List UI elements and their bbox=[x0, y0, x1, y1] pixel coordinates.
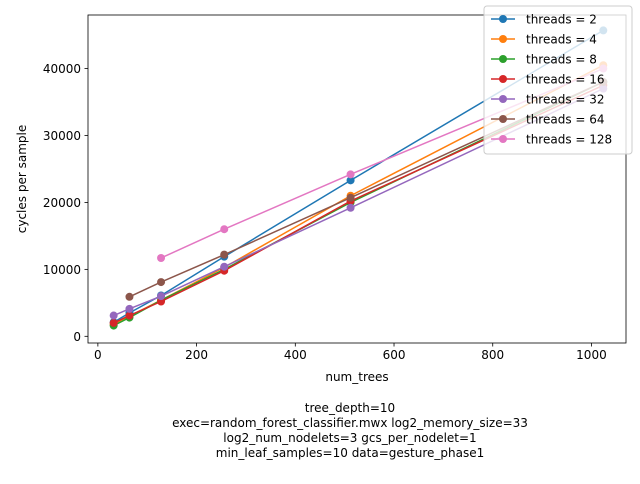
y-tick-label: 40000 bbox=[43, 62, 81, 76]
data-point bbox=[157, 292, 166, 301]
legend-item: threads = 4 bbox=[491, 33, 597, 47]
data-point bbox=[109, 311, 118, 320]
data-point bbox=[125, 292, 134, 301]
legend-item: threads = 16 bbox=[491, 73, 605, 87]
legend-item: threads = 64 bbox=[491, 113, 605, 127]
legend-marker bbox=[499, 55, 507, 63]
data-point bbox=[157, 253, 166, 262]
legend-marker bbox=[499, 115, 507, 123]
data-point bbox=[109, 318, 118, 327]
data-point bbox=[220, 250, 229, 259]
legend-box bbox=[483, 5, 633, 155]
data-point bbox=[220, 262, 229, 271]
x-tick-label: 1000 bbox=[576, 348, 607, 362]
legend-label: threads = 128 bbox=[526, 133, 612, 147]
x-tick-label: 800 bbox=[481, 348, 504, 362]
x-axis-label: num_trees bbox=[325, 370, 388, 384]
y-tick-label: 30000 bbox=[43, 129, 81, 143]
caption-line-1: tree_depth=10 bbox=[304, 401, 396, 415]
plot-frame bbox=[87, 14, 627, 344]
x-tick-label: 200 bbox=[185, 348, 208, 362]
legend: threads = 2 threads = 4 threads = 8 threads… bbox=[483, 5, 633, 155]
data-point bbox=[157, 278, 166, 287]
x-tick-label: 0 bbox=[94, 348, 102, 362]
data-point bbox=[125, 311, 134, 320]
caption-line-3: log2_num_nodelets=3 gcs_per_nodelet=1 bbox=[223, 431, 477, 445]
data-point bbox=[346, 203, 355, 212]
legend-item: threads = 2 bbox=[491, 13, 597, 27]
caption-line-4: min_leaf_samples=10 data=gesture_phase1 bbox=[215, 446, 485, 460]
series-line bbox=[160, 67, 604, 259]
legend-item: threads = 32 bbox=[491, 93, 605, 107]
data-point bbox=[125, 304, 134, 313]
legend-label: threads = 64 bbox=[526, 113, 605, 127]
legend-marker bbox=[499, 95, 507, 103]
legend-label: threads = 2 bbox=[526, 13, 597, 27]
legend-label: threads = 32 bbox=[526, 93, 605, 107]
x-tick-label: 400 bbox=[284, 348, 307, 362]
legend-label: threads = 4 bbox=[526, 33, 597, 47]
caption-line-2: exec=random_forest_classifier.mwx log2_m… bbox=[172, 416, 528, 430]
y-tick-label: 10000 bbox=[43, 263, 81, 277]
x-tick-label: 600 bbox=[383, 348, 406, 362]
y-tick-label: 20000 bbox=[43, 196, 81, 210]
legend-marker bbox=[499, 15, 507, 23]
legend-marker bbox=[499, 135, 507, 143]
legend-label: threads = 16 bbox=[526, 73, 605, 87]
legend-item: threads = 128 bbox=[491, 133, 612, 147]
axes: 0 200 400 600 800 1000010000200003000040000nu… bbox=[15, 14, 627, 384]
legend-marker bbox=[499, 75, 507, 83]
series-5 bbox=[109, 84, 608, 320]
data-point bbox=[346, 170, 355, 179]
data-point bbox=[346, 176, 355, 185]
legend-item: threads = 8 bbox=[491, 53, 597, 67]
plot-area bbox=[109, 26, 608, 330]
legend-label: threads = 8 bbox=[526, 53, 597, 67]
y-axis-label: cycles per sample bbox=[15, 125, 29, 233]
data-point bbox=[346, 193, 355, 202]
y-tick-label: 0 bbox=[73, 330, 81, 344]
legend-marker bbox=[499, 35, 507, 43]
data-point bbox=[220, 225, 229, 234]
